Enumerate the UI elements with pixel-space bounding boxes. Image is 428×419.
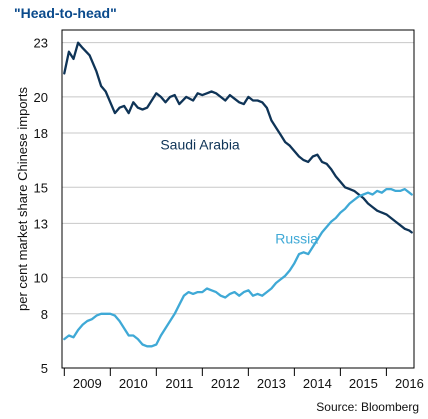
x-tick-label: 2013 [257,376,286,391]
y-tick-label: 20 [34,90,48,105]
y-tick-label: 10 [34,271,48,286]
y-tick-label: 23 [34,36,48,51]
plot-area-frame [61,29,415,369]
y-tick-labels: 5 8 10 13 15 18 20 23 [34,36,48,376]
series-labels: Saudi Arabia Russia [160,136,318,246]
x-tick-label: 2014 [303,376,332,391]
x-tick-label: 2011 [165,376,193,391]
source-note: Source: Bloomberg [316,400,419,414]
chart-title: "Head-to-head" [14,5,117,21]
x-tick-label: 2010 [119,376,148,391]
series-line-russia [63,187,413,348]
x-tick-label: 2012 [211,376,240,391]
series-label-saudi-arabia: Saudi Arabia [160,136,240,152]
y-tick-label: 18 [34,126,48,141]
series-label-russia: Russia [275,230,318,246]
series-line-saudi-arabia [63,41,413,234]
y-tick-label: 15 [34,180,48,195]
y-axis-label: per cent market share Chinese imports [15,87,30,311]
y-tick-label: 13 [34,216,48,231]
y-tick-label: 8 [41,307,48,322]
x-tick-label: 2009 [73,376,102,391]
x-tick-label: 2016 [395,376,424,391]
x-tick-label: 2015 [349,376,378,391]
grid-lines [62,42,414,369]
y-tick-label: 5 [41,361,48,376]
x-tick-labels: 2009 2010 2011 2012 2013 2014 2015 2016 [63,368,424,391]
series-lines [63,41,413,348]
